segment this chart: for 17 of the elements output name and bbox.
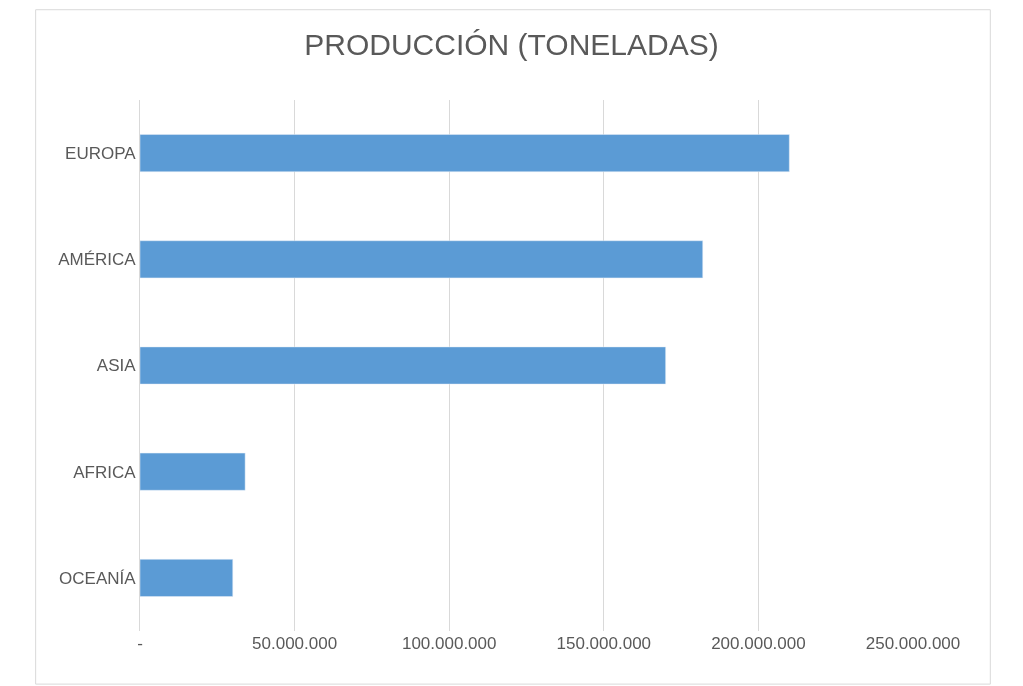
y-tick-label: EUROPA — [65, 144, 137, 164]
x-tick-label: 100.000.000 — [401, 634, 497, 653]
y-tick-label: OCEANÍA — [59, 568, 137, 588]
chart-title: PRODUCCIÓN (TONELADAS) — [304, 28, 719, 62]
bar — [140, 346, 666, 385]
bar — [140, 559, 234, 597]
bar — [140, 452, 246, 491]
x-tick-label: - — [137, 634, 143, 653]
x-tick-label: 150.000.000 — [556, 634, 652, 653]
bar — [140, 134, 790, 172]
x-tick-label: 50.000.000 — [252, 634, 338, 653]
x-tick-label: 200.000.000 — [711, 634, 806, 653]
y-tick-label: AMÉRICA — [58, 250, 137, 270]
x-tick-label: 250.000.000 — [865, 634, 961, 653]
bar — [140, 240, 703, 279]
y-tick-label: AFRICA — [73, 462, 137, 482]
y-tick-label: ASIA — [96, 356, 137, 376]
